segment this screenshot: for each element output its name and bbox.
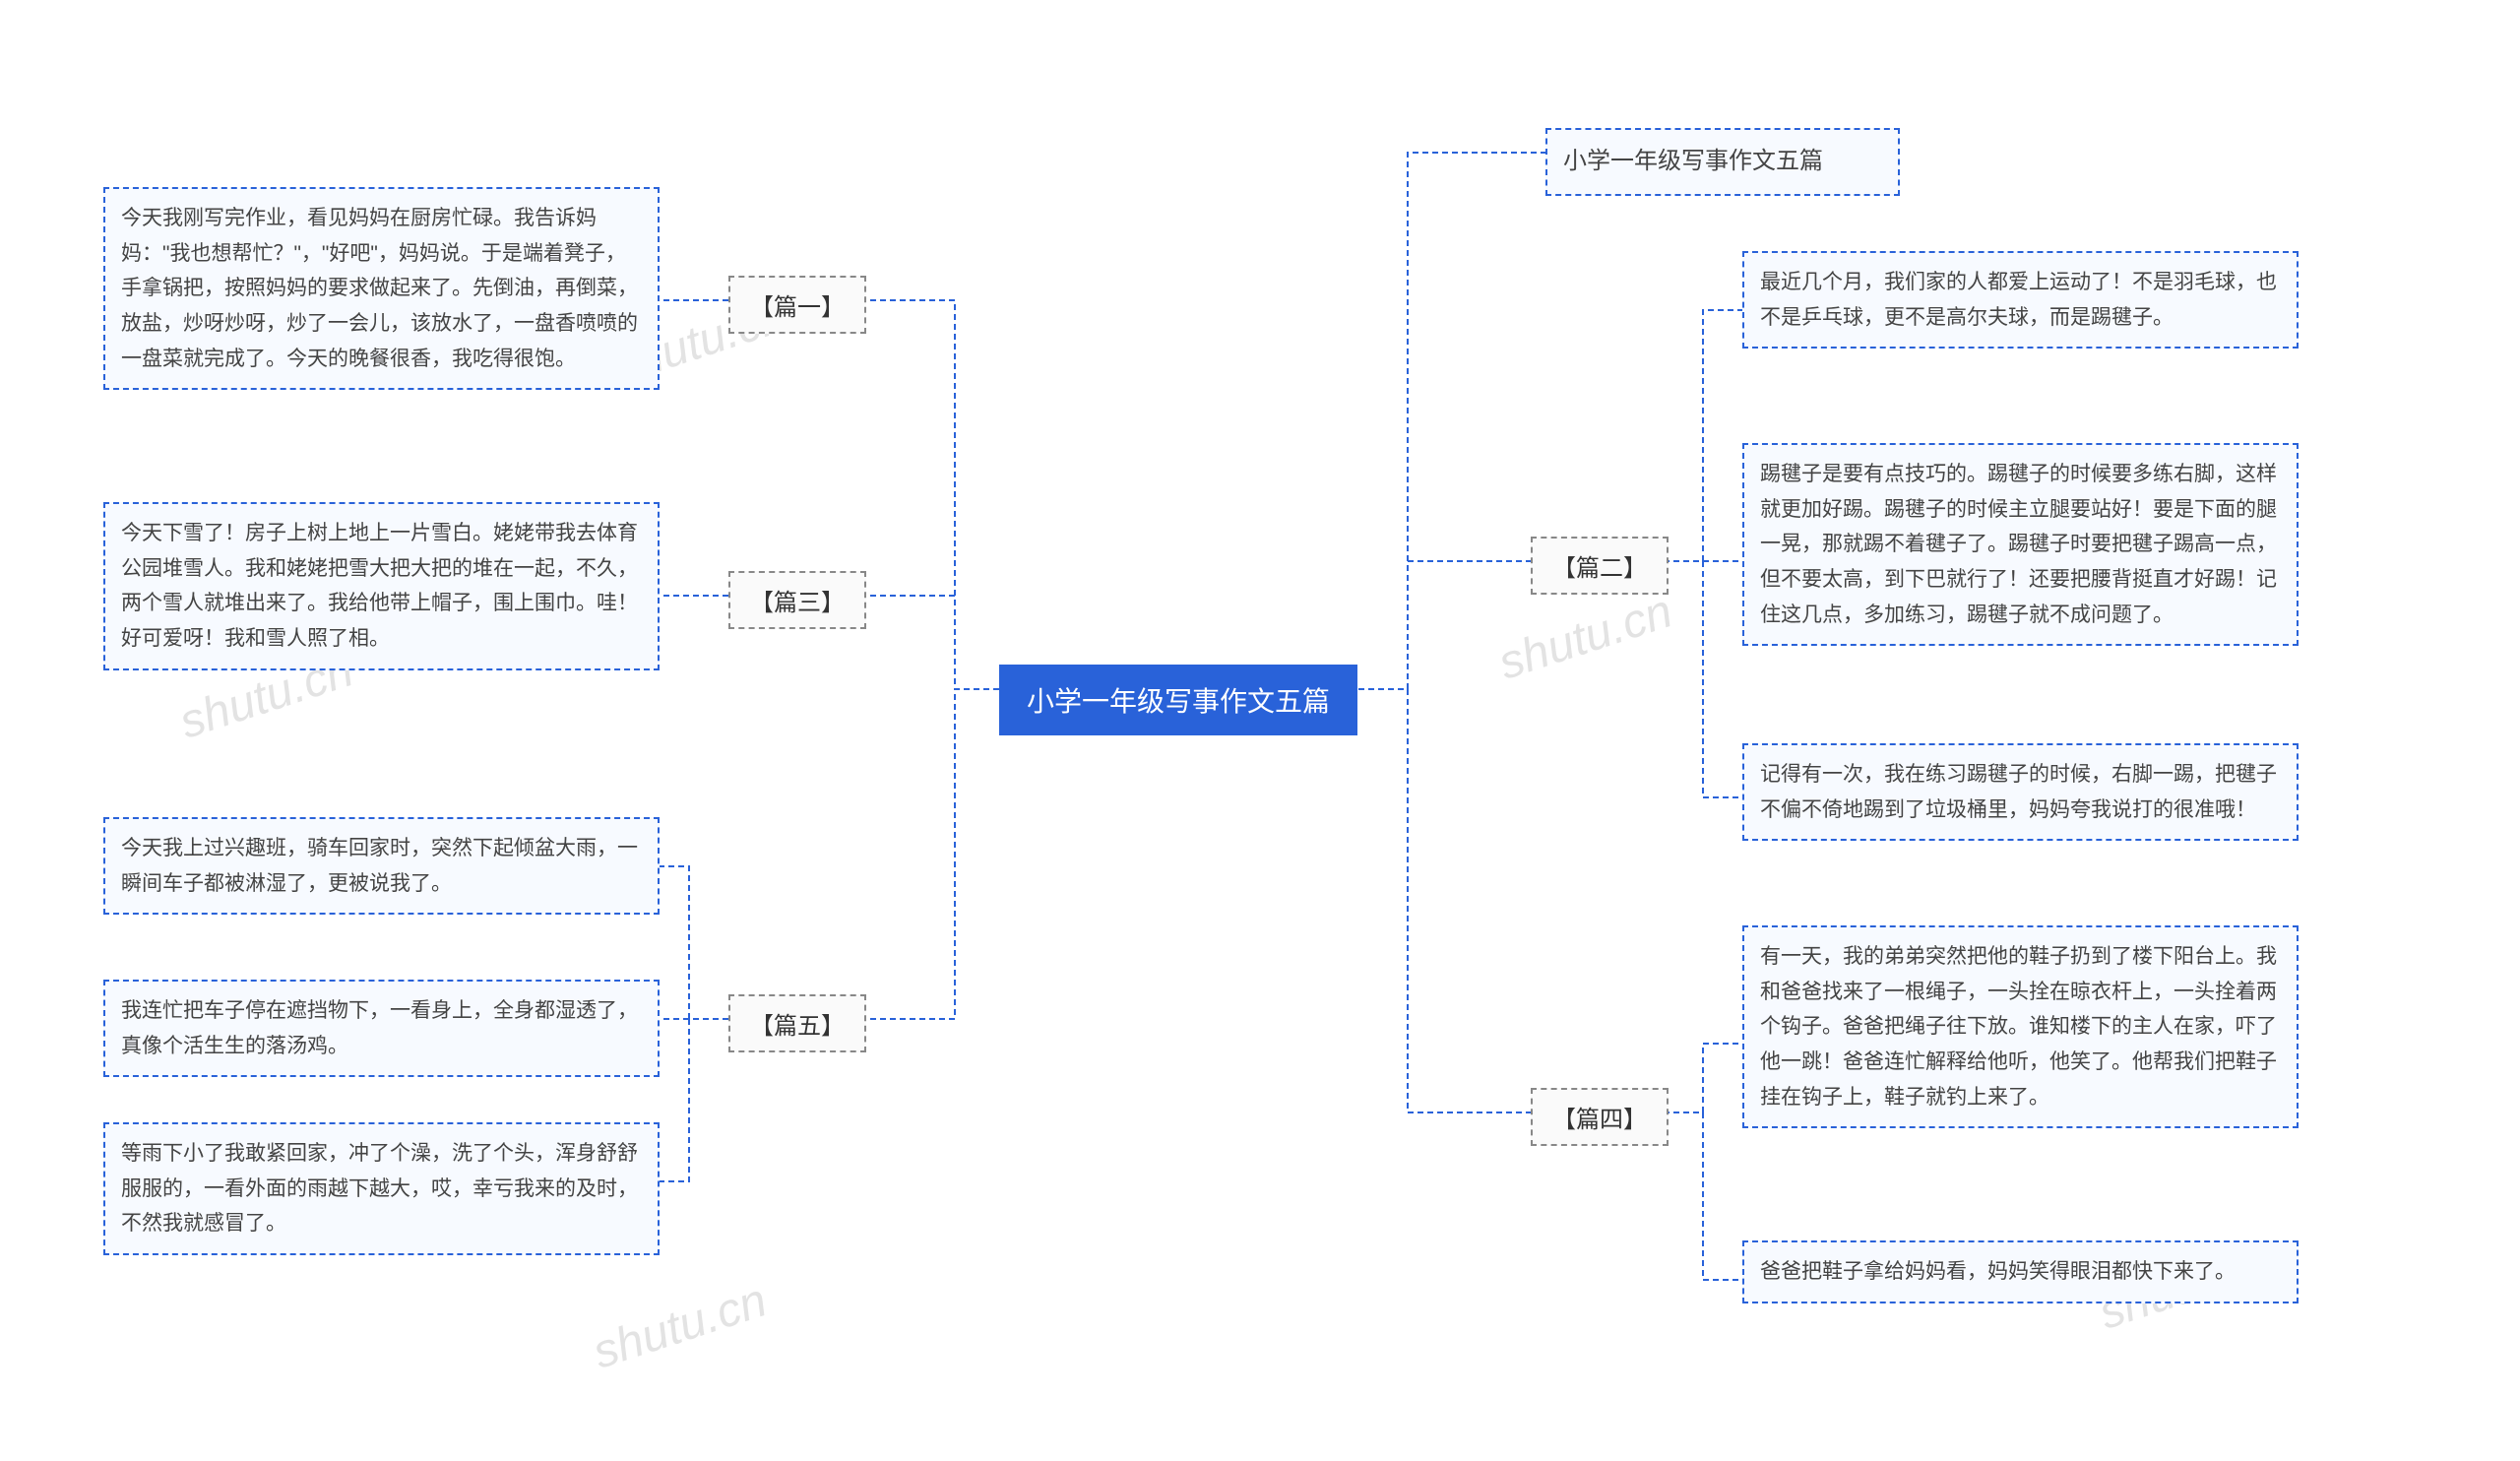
leaf-p5-1: 今天我上过兴趣班，骑车回家时，突然下起倾盆大雨，一瞬间车子都被淋湿了，更被说我了… <box>103 817 660 915</box>
watermark: shutu.cn <box>1492 584 1679 690</box>
branch-p2: 【篇二】 <box>1531 537 1669 595</box>
leaf-p4-1: 有一天，我的弟弟突然把他的鞋子扔到了楼下阳台上。我和爸爸找来了一根绳子，一头拴在… <box>1742 925 2299 1128</box>
branch-p1: 【篇一】 <box>728 276 866 334</box>
leaf-p5-2: 我连忙把车子停在遮挡物下，一看身上，全身都湿透了，真像个活生生的落汤鸡。 <box>103 980 660 1077</box>
branch-p3: 【篇三】 <box>728 571 866 629</box>
leaf-p2-1: 最近几个月，我们家的人都爱上运动了！不是羽毛球，也不是乒乓球，更不是高尔夫球，而… <box>1742 251 2299 349</box>
leaf-p1-1: 今天我刚写完作业，看见妈妈在厨房忙碌。我告诉妈妈："我也想帮忙？"，"好吧"，妈… <box>103 187 660 390</box>
leaf-p4-2: 爸爸把鞋子拿给妈妈看，妈妈笑得眼泪都快下来了。 <box>1742 1240 2299 1303</box>
branch-p4: 【篇四】 <box>1531 1088 1669 1146</box>
leaf-p2-3: 记得有一次，我在练习踢毽子的时候，右脚一踢，把毽子不偏不倚地踢到了垃圾桶里，妈妈… <box>1742 743 2299 841</box>
watermark: shutu.cn <box>587 1273 774 1379</box>
top-title-node: 小学一年级写事作文五篇 <box>1545 128 1900 196</box>
center-node: 小学一年级写事作文五篇 <box>999 665 1357 735</box>
branch-p5: 【篇五】 <box>728 994 866 1052</box>
leaf-p3-1: 今天下雪了！房子上树上地上一片雪白。姥姥带我去体育公园堆雪人。我和姥姥把雪大把大… <box>103 502 660 670</box>
leaf-p2-2: 踢毽子是要有点技巧的。踢毽子的时候要多练右脚，这样就更加好踢。踢毽子的时候主立腿… <box>1742 443 2299 646</box>
leaf-p5-3: 等雨下小了我敢紧回家，冲了个澡，洗了个头，浑身舒舒服服的，一看外面的雨越下越大，… <box>103 1122 660 1255</box>
